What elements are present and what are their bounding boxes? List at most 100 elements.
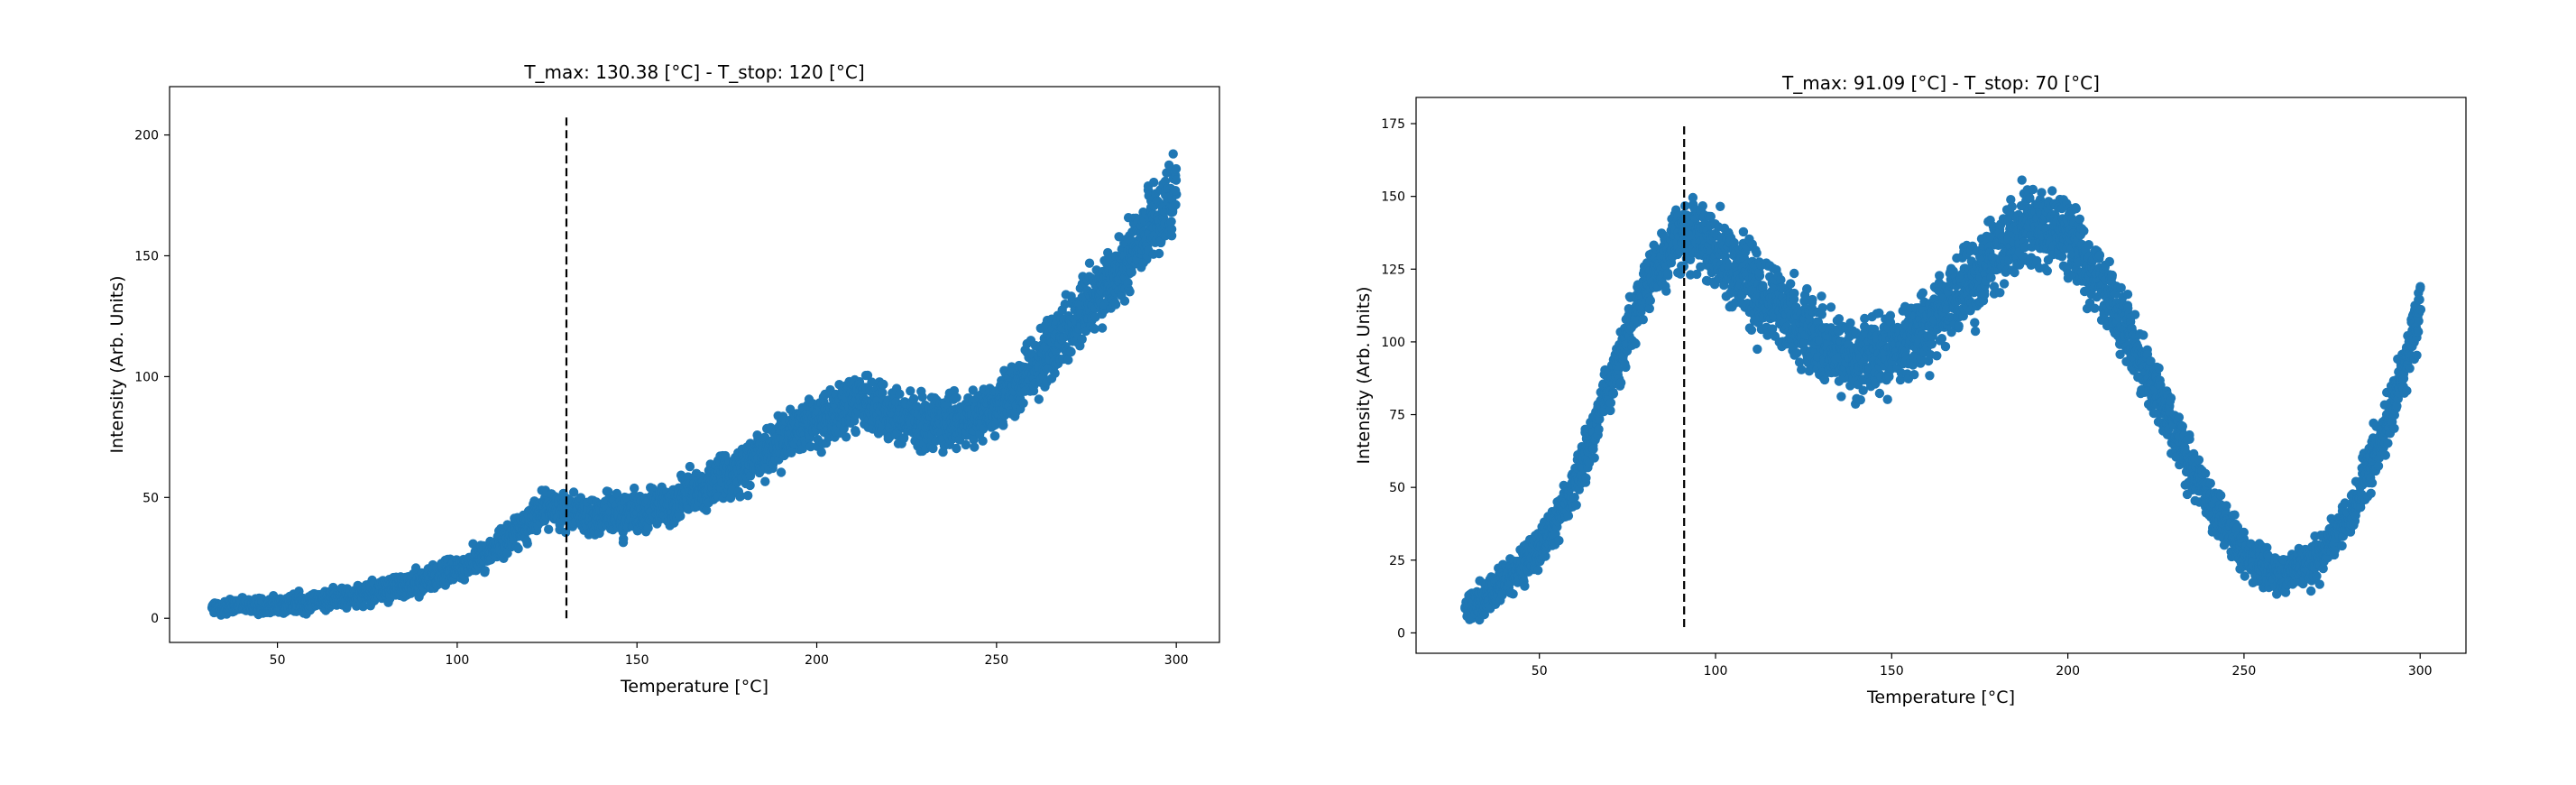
- data-point: [725, 493, 736, 503]
- data-point: [1149, 177, 1159, 188]
- data-point: [805, 441, 815, 452]
- data-point: [952, 443, 961, 454]
- data-point: [544, 524, 554, 534]
- data-point: [1620, 359, 1630, 369]
- data-point: [1171, 186, 1181, 196]
- data-point: [899, 433, 909, 443]
- y-tick-label: 200: [134, 129, 159, 143]
- data-point: [1789, 294, 1799, 304]
- data-point: [480, 568, 490, 577]
- data-point: [1119, 296, 1130, 306]
- data-point: [630, 483, 639, 494]
- data-point: [851, 427, 860, 438]
- data-point: [776, 467, 787, 477]
- data-point: [702, 505, 712, 515]
- data-point: [1166, 231, 1177, 241]
- data-point: [1644, 303, 1655, 314]
- x-tick-label: 300: [1164, 653, 1189, 668]
- x-tick-label: 150: [625, 653, 649, 668]
- data-point: [745, 471, 756, 481]
- data-point: [745, 480, 755, 491]
- data-point: [1661, 286, 1671, 296]
- data-point: [1738, 226, 1749, 237]
- data-point: [1588, 444, 1598, 454]
- data-point: [603, 486, 613, 497]
- data-point: [1817, 291, 1826, 301]
- data-point: [1817, 309, 1827, 319]
- data-point: [685, 461, 695, 472]
- data-point: [1716, 201, 1725, 211]
- data-point: [736, 491, 746, 501]
- data-point: [1077, 334, 1087, 345]
- data-point: [1581, 473, 1591, 483]
- data-point: [1171, 199, 1181, 210]
- data-point: [1645, 295, 1656, 306]
- data-point: [1097, 323, 1108, 333]
- y-tick-label: 0: [151, 612, 159, 626]
- data-point: [513, 543, 523, 554]
- data-point: [879, 379, 888, 390]
- data-point: [1746, 325, 1757, 335]
- data-point: [862, 370, 873, 381]
- data-point: [816, 448, 826, 457]
- data-point: [743, 491, 753, 501]
- data-point: [895, 389, 905, 399]
- data-point: [1554, 535, 1564, 546]
- y-tick-label: 150: [134, 249, 159, 263]
- data-point: [841, 432, 851, 442]
- data-point: [1807, 298, 1817, 308]
- data-point: [1520, 581, 1530, 591]
- data-point: [1066, 346, 1076, 357]
- data-point: [1752, 248, 1762, 258]
- data-point: [358, 602, 368, 612]
- data-point: [952, 392, 961, 402]
- data-point: [1688, 192, 1698, 203]
- data-point: [1084, 258, 1095, 268]
- data-point: [1171, 175, 1182, 185]
- data-point: [1571, 500, 1581, 510]
- data-point: [1154, 248, 1164, 259]
- data-point: [1018, 398, 1028, 408]
- x-tick-label: 250: [984, 653, 1008, 668]
- data-point: [1168, 149, 1178, 159]
- x-tick-label: 200: [805, 653, 829, 668]
- data-point: [1616, 378, 1626, 388]
- data-point: [1508, 589, 1518, 599]
- data-point: [1563, 511, 1574, 521]
- y-tick-label: 100: [134, 370, 159, 384]
- data-point: [990, 431, 1000, 441]
- data-point: [998, 420, 1008, 430]
- data-point: [961, 439, 971, 450]
- data-point: [612, 488, 622, 499]
- data-point: [676, 511, 685, 522]
- data-point: [787, 448, 796, 457]
- data-point: [1110, 300, 1121, 309]
- data-point: [908, 393, 919, 404]
- x-axis-label-left: Temperature [°C]: [620, 677, 768, 697]
- data-point: [1608, 389, 1618, 399]
- data-point: [1063, 355, 1073, 365]
- data-point: [568, 487, 579, 497]
- data-point: [1697, 201, 1708, 211]
- data-point: [1753, 344, 1762, 355]
- data-point: [970, 442, 980, 452]
- data-point: [1166, 217, 1176, 226]
- data-point: [867, 377, 877, 387]
- data-point: [760, 476, 770, 486]
- data-point: [643, 523, 653, 533]
- data-point: [618, 538, 629, 548]
- data-point: [1533, 565, 1543, 576]
- data-point: [1638, 315, 1649, 325]
- data-points-left: [207, 149, 1182, 620]
- data-point: [928, 443, 938, 454]
- y-axis-label-left: Intensity (Arb. Units): [107, 275, 127, 453]
- data-point: [1662, 268, 1673, 278]
- data-point: [521, 536, 532, 546]
- data-point: [917, 392, 927, 402]
- x-tick-label: 100: [446, 653, 470, 668]
- data-point: [468, 539, 478, 549]
- data-point: [1589, 453, 1599, 463]
